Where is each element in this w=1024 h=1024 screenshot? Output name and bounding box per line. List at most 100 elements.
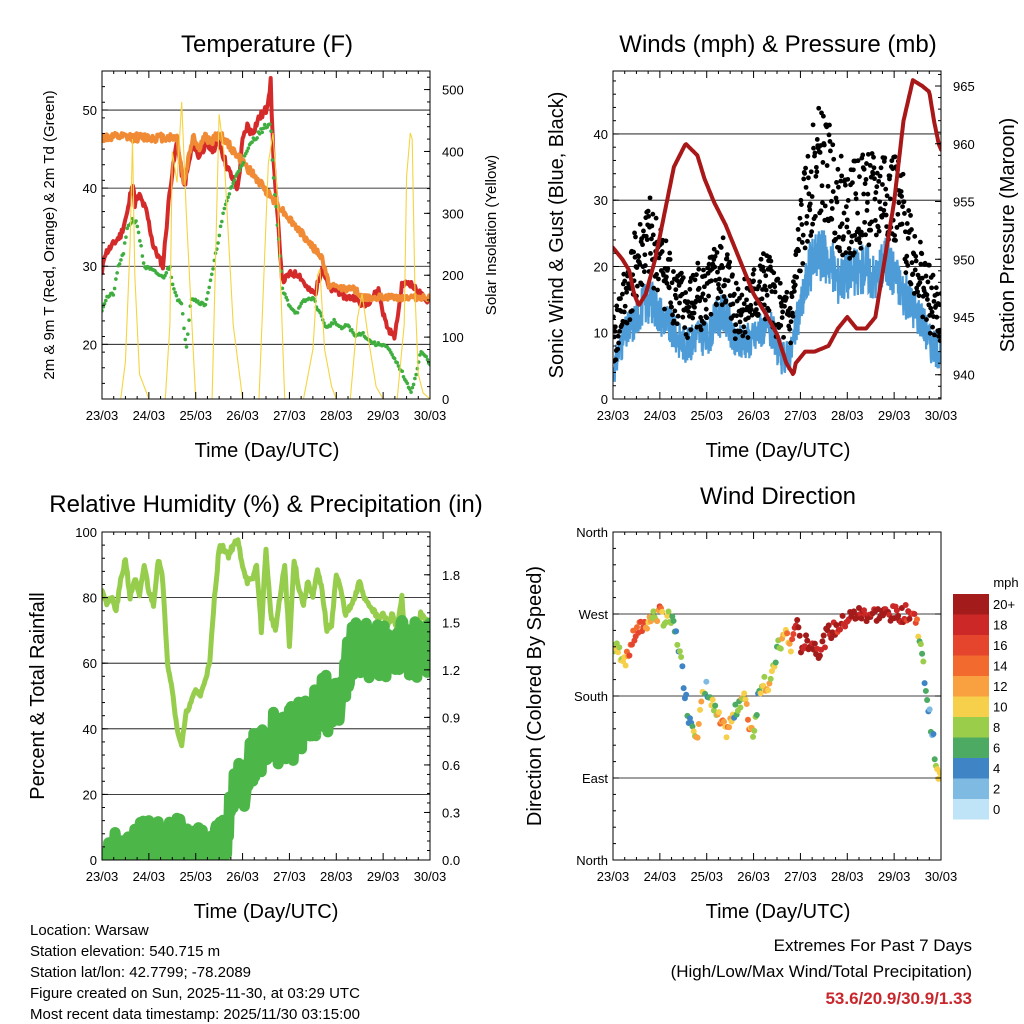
y-tick-label: North <box>576 525 608 540</box>
gust-point <box>826 132 832 138</box>
gust-point <box>639 282 645 288</box>
gust-point <box>805 175 811 181</box>
direction-title: Wind Direction <box>700 483 856 510</box>
gust-point <box>912 233 918 239</box>
gust-point <box>814 169 820 175</box>
colorbar-swatch <box>953 778 989 799</box>
gust-point <box>795 227 801 232</box>
dewpoint-point <box>222 206 227 211</box>
gust-point <box>663 238 669 244</box>
gust-point <box>756 283 762 289</box>
gust-point <box>724 255 730 261</box>
x-tick-label: 28/03 <box>320 408 353 423</box>
gust-point <box>902 229 908 235</box>
gust-point <box>692 277 698 283</box>
x-tick-label: 30/03 <box>925 869 958 884</box>
gust-point <box>906 208 912 213</box>
gust-point <box>679 270 684 276</box>
gust-point <box>637 221 643 227</box>
colorbar-label: 10 <box>993 700 1007 715</box>
winds-ylabel: Sonic Wind & Gust (Blue, Black) <box>546 92 568 379</box>
gust-point <box>637 261 643 267</box>
direction-point <box>784 630 791 637</box>
gust-point <box>790 313 796 319</box>
direction-point <box>850 608 857 615</box>
gust-point <box>913 253 919 259</box>
gust-point <box>788 319 794 325</box>
colorbar-label: 12 <box>993 679 1007 694</box>
gust-point <box>686 304 692 310</box>
gust-point <box>641 228 646 234</box>
gust-point <box>920 314 926 320</box>
gust-point <box>702 273 708 279</box>
gust-point <box>719 302 725 308</box>
y-tick-label: 50 <box>83 103 97 118</box>
gust-point <box>872 196 878 202</box>
direction-point <box>795 624 802 631</box>
gust-point <box>777 294 783 300</box>
gust-point <box>925 297 930 302</box>
gust-point <box>760 287 765 292</box>
gust-point <box>673 295 679 301</box>
direction-point <box>789 636 796 643</box>
direction-point <box>616 644 623 651</box>
direction-point <box>744 716 751 723</box>
x-tick-label: 29/03 <box>367 869 400 884</box>
dewpoint-point <box>172 287 176 291</box>
y-tick-label: 30 <box>83 259 97 274</box>
gust-point <box>905 263 911 268</box>
gust-point <box>869 151 875 156</box>
gust-point <box>636 254 642 260</box>
colorbar-label: 0 <box>993 802 1000 817</box>
gust-point <box>789 294 795 300</box>
dewpoint-point <box>285 298 290 302</box>
direction-point <box>816 652 823 659</box>
direction-point <box>931 756 938 763</box>
gust-point <box>709 278 714 284</box>
gust-point <box>738 328 743 334</box>
dewpoint-point <box>111 293 116 297</box>
gust-point <box>783 295 789 301</box>
gust-point <box>670 312 675 318</box>
direction-point <box>772 659 779 666</box>
gust-point <box>695 260 701 266</box>
direction-point <box>917 641 924 648</box>
x-tick-label: 27/03 <box>273 408 306 423</box>
gust-point <box>642 263 648 268</box>
gust-point <box>701 321 707 326</box>
direction-point <box>767 675 774 682</box>
gust-point <box>691 310 697 316</box>
dewpoint-point <box>267 122 272 127</box>
dewpoint-point <box>255 136 259 140</box>
direction-point <box>861 607 868 614</box>
gust-point <box>650 232 656 238</box>
dewpoint-point <box>226 195 230 200</box>
gust-point <box>738 312 744 318</box>
dewpoint-point <box>209 272 214 277</box>
x-tick-label: 30/03 <box>414 869 447 884</box>
colorbar-swatch <box>953 758 989 779</box>
series-temp_2m <box>102 76 430 341</box>
direction-point <box>737 704 744 711</box>
gust-point <box>926 262 932 268</box>
gust-point <box>850 180 855 186</box>
direction-point <box>777 645 784 652</box>
colorbar-swatch <box>953 614 989 635</box>
gust-point <box>649 236 654 242</box>
gust-point <box>766 308 772 313</box>
extremes-box: Extremes For Past 7 Days (High/Low/Max W… <box>671 936 972 1008</box>
gust-point <box>667 257 673 262</box>
gust-point <box>863 232 868 238</box>
direction-point <box>732 701 739 708</box>
series-solar <box>102 101 430 399</box>
direction-point <box>676 648 683 655</box>
y-tick-label: 0 <box>601 392 608 407</box>
gust-point <box>827 139 833 144</box>
gust-point <box>808 233 814 238</box>
x-tick-label: 23/03 <box>597 869 630 884</box>
direction-point <box>712 702 719 709</box>
gust-point <box>671 318 677 324</box>
y-tick-label: 10 <box>594 326 608 341</box>
gust-point <box>877 173 883 179</box>
gust-point <box>861 191 867 197</box>
